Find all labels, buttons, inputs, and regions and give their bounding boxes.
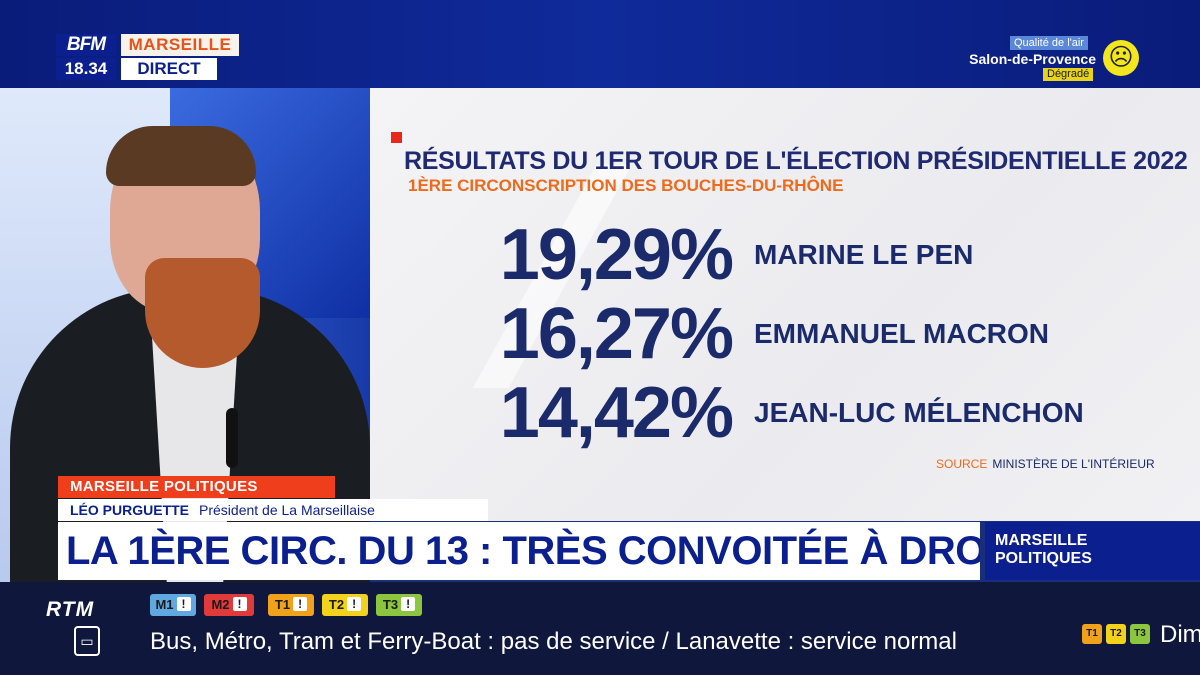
guest-name: LÉO PURGUETTE bbox=[70, 502, 190, 518]
microphone bbox=[226, 408, 238, 468]
source-text: MINISTÈRE DE L'INTÉRIEUR bbox=[992, 457, 1155, 471]
show-badge: MARSEILLE POLITIQUES bbox=[985, 522, 1200, 580]
line-badge-t2: T2! bbox=[322, 594, 368, 616]
result-candidate: MARINE LE PEN bbox=[754, 239, 974, 270]
warning-icon: ! bbox=[347, 597, 362, 611]
clock: 18.34 bbox=[56, 58, 116, 80]
line-badge-m2: M2! bbox=[204, 594, 254, 616]
traffic-ticker: RTM ▭ M1! M2! T1! T2! T3! Bus, Métro, Tr… bbox=[0, 582, 1200, 675]
top-bar: BFM MARSEILLE 18.34 DIRECT Qualité de l'… bbox=[0, 0, 1200, 88]
warning-icon: ! bbox=[232, 597, 247, 611]
line-label: T3 bbox=[382, 597, 399, 612]
source-line: SOURCE MINISTÈRE DE L'INTÉRIEUR bbox=[936, 457, 1155, 471]
result-percent: 19,29% bbox=[499, 215, 734, 295]
warning-icon: ! bbox=[176, 597, 191, 611]
ticker-message: Bus, Métro, Tram et Ferry-Boat : pas de … bbox=[150, 628, 957, 655]
line-label: T1 bbox=[274, 597, 291, 612]
panel-title: RÉSULTATS DU 1ER TOUR DE L'ÉLECTION PRÉS… bbox=[404, 147, 1188, 175]
guest-hair bbox=[106, 126, 256, 186]
air-quality-city: Salon-de-Provence bbox=[969, 51, 1096, 67]
headline: LA 1ÈRE CIRC. DU 13 : TRÈS CONVOITÉE À D… bbox=[58, 522, 980, 580]
show-badge-line1: MARSEILLE bbox=[995, 532, 1088, 549]
mini-badge-t2: T2 bbox=[1106, 624, 1126, 644]
result-candidate: JEAN-LUC MÉLENCHON bbox=[754, 397, 1084, 428]
result-percent: 14,42% bbox=[499, 373, 734, 453]
channel-logo: BFM bbox=[56, 34, 116, 56]
operator-logo: RTM bbox=[46, 598, 95, 621]
air-quality-label: Qualité de l'air bbox=[1010, 36, 1088, 50]
guest-role: Président de La Marseillaise bbox=[199, 502, 375, 518]
result-percent: 16,27% bbox=[499, 294, 734, 374]
line-label: M2 bbox=[211, 597, 230, 612]
results-panel: / RÉSULTATS DU 1ER TOUR DE L'ÉLECTION PR… bbox=[370, 88, 1200, 521]
title-marker bbox=[391, 132, 402, 143]
line-badge-t3: T3! bbox=[376, 594, 422, 616]
ticker-tail-text: Dim bbox=[1160, 621, 1200, 648]
warning-icon: ! bbox=[401, 597, 416, 611]
line-badge-t1: T1! bbox=[268, 594, 314, 616]
source-label: SOURCE bbox=[936, 457, 988, 471]
sad-face-icon: ☹ bbox=[1103, 40, 1139, 76]
guest-caption: LÉO PURGUETTE Président de La Marseillais… bbox=[58, 499, 488, 521]
panel-subtitle: 1ÈRE CIRCONSCRIPTION DES BOUCHES-DU-RHÔN… bbox=[408, 176, 844, 195]
channel-city: MARSEILLE bbox=[121, 34, 239, 56]
warning-icon: ! bbox=[293, 597, 308, 611]
result-candidate: EMMANUEL MACRON bbox=[754, 318, 1050, 349]
guest-beard bbox=[145, 258, 260, 368]
mini-badge-t1: T1 bbox=[1082, 624, 1102, 644]
show-badge-line2: POLITIQUES bbox=[995, 550, 1092, 567]
mini-badge-t3: T3 bbox=[1130, 624, 1150, 644]
live-badge: DIRECT bbox=[121, 58, 217, 80]
line-badge-m1: M1! bbox=[150, 594, 196, 616]
program-tag: MARSEILLE POLITIQUES bbox=[58, 476, 335, 498]
line-label: M1 bbox=[155, 597, 174, 612]
ticket-icon: ▭ bbox=[74, 626, 100, 656]
air-quality-level: Dégradé bbox=[1043, 68, 1094, 81]
line-label: T2 bbox=[328, 597, 345, 612]
